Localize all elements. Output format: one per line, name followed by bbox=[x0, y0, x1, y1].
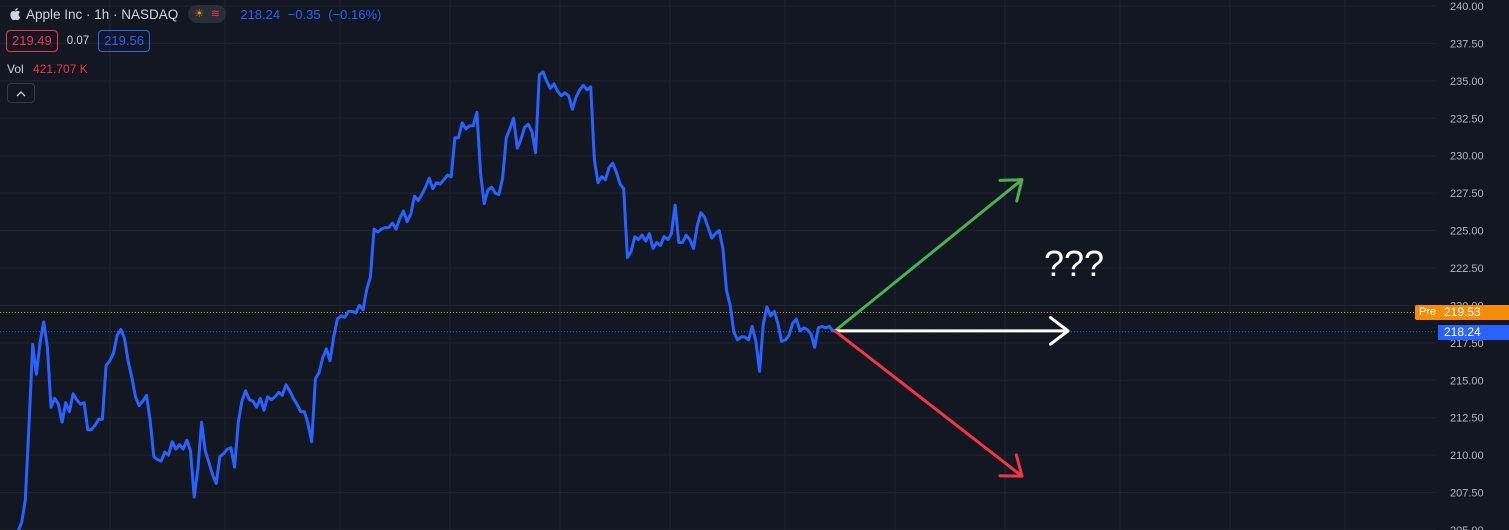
change-percent-value: (−0.16%) bbox=[328, 6, 382, 22]
price-axis-tick-label: 230.00 bbox=[1450, 151, 1484, 163]
drawing-arrows bbox=[833, 178, 1070, 478]
buy-button[interactable]: 219.56 bbox=[98, 30, 150, 52]
chart-grid bbox=[0, 0, 1436, 530]
spread-value: 0.07 bbox=[66, 35, 90, 47]
price-axis-tick-label: 235.00 bbox=[1450, 76, 1484, 88]
price-axis-tick-label: 215.00 bbox=[1450, 375, 1484, 387]
last-price-value: 218.24 bbox=[240, 6, 281, 22]
premarket-price-tag: 219.53 bbox=[1438, 305, 1509, 321]
last-price-tag: 218.24 bbox=[1438, 324, 1509, 340]
price-axis-tick-label: 212.50 bbox=[1450, 413, 1484, 425]
quote-values: 218.24 −0.35 (−0.16%) bbox=[240, 7, 385, 22]
price-line-series bbox=[16, 70, 835, 530]
premarket-label: Pre bbox=[1415, 305, 1441, 321]
price-axis-tick-label: 227.50 bbox=[1450, 188, 1484, 200]
chevron-up-icon bbox=[16, 84, 26, 102]
price-axis-tick-label: 237.50 bbox=[1450, 38, 1484, 50]
session-badges[interactable]: ☀ ≋ bbox=[188, 5, 227, 23]
sell-button[interactable]: 219.49 bbox=[6, 30, 58, 52]
arrow-flat bbox=[833, 316, 1070, 346]
price-axis-tick-label: 232.50 bbox=[1450, 113, 1484, 125]
volume-value: 421.707 K bbox=[33, 62, 88, 76]
volume-label: Vol bbox=[7, 62, 24, 76]
price-axis-tick-label: 207.50 bbox=[1450, 488, 1484, 500]
price-axis-tick-label: 217.50 bbox=[1450, 338, 1484, 350]
order-buttons: 219.49 0.07 219.56 bbox=[6, 30, 150, 52]
symbol-title[interactable]: Apple Inc · 1h · NASDAQ bbox=[26, 6, 179, 22]
price-axis-tick-label: 210.00 bbox=[1450, 450, 1484, 462]
price-axis-tick-label: 225.00 bbox=[1450, 226, 1484, 238]
price-axis-tick-label: 240.00 bbox=[1450, 1, 1484, 13]
symbol-legend: Apple Inc · 1h · NASDAQ ☀ ≋ 218.24 −0.35… bbox=[8, 5, 385, 23]
change-value: −0.35 bbox=[287, 6, 321, 22]
apple-logo-icon bbox=[8, 7, 22, 21]
volume-legend: Vol 421.707 K bbox=[7, 62, 88, 76]
price-axis-tick-label: 222.50 bbox=[1450, 263, 1484, 275]
arrow-up bbox=[833, 178, 1024, 333]
price-axis-tick-label: 205.00 bbox=[1450, 525, 1484, 530]
arrow-down bbox=[833, 329, 1024, 478]
wave-icon: ≋ bbox=[210, 8, 220, 20]
collapse-legend-button[interactable] bbox=[7, 83, 35, 103]
sun-icon: ☀ bbox=[194, 8, 205, 20]
question-annotation[interactable]: ??? bbox=[1044, 243, 1104, 284]
price-axis: 240.00 237.50 235.00 232.50 230.00 227.50 225.… bbox=[1450, 1, 1484, 530]
